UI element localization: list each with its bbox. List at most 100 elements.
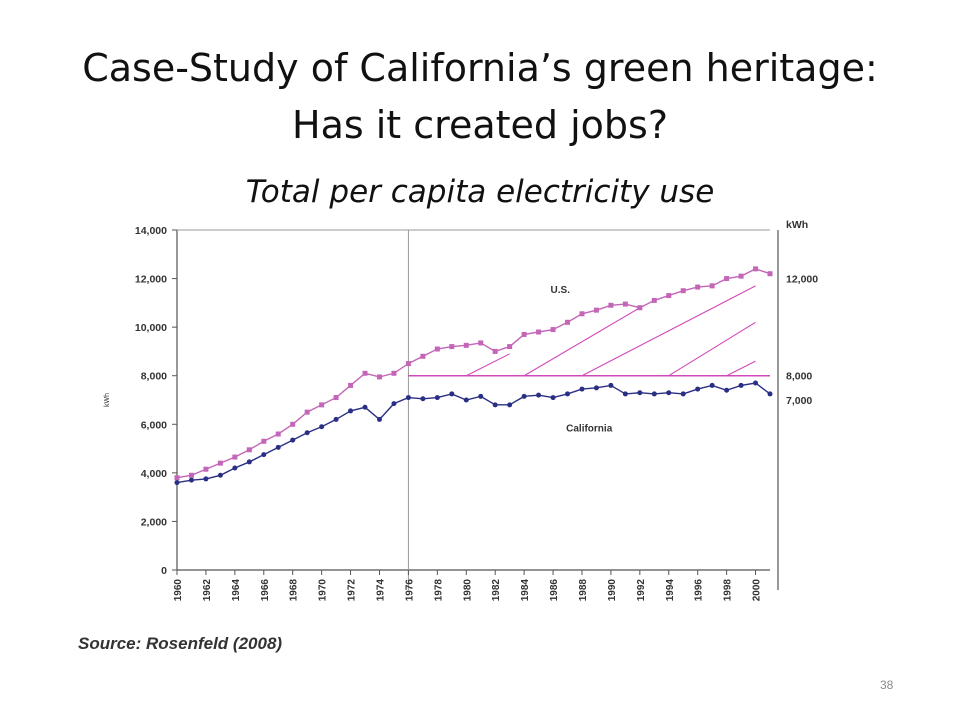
us-point xyxy=(680,288,686,294)
california-point xyxy=(405,395,411,401)
us-point xyxy=(304,409,310,415)
us-point xyxy=(420,353,426,359)
y-tick-label: 12,000 xyxy=(135,274,167,286)
california-point xyxy=(319,424,325,430)
x-tick-label: 1980 xyxy=(462,579,473,602)
california-point xyxy=(463,397,469,403)
california-point xyxy=(420,396,426,402)
right-unit-label: kWh xyxy=(786,219,808,231)
x-tick-label: 1962 xyxy=(202,579,213,602)
california-series-label: California xyxy=(566,424,613,435)
x-tick-label: 1968 xyxy=(289,579,300,602)
california-point xyxy=(622,391,628,397)
us-point xyxy=(521,331,527,337)
y-tick-label: 8,000 xyxy=(141,371,167,383)
y-tick-label: 4,000 xyxy=(141,468,167,480)
us-point xyxy=(391,370,397,376)
us-point xyxy=(232,454,238,460)
us-point xyxy=(767,271,773,277)
y-tick-label: 14,000 xyxy=(135,225,167,237)
california-point xyxy=(565,391,571,397)
page-number: 38 xyxy=(880,678,894,692)
y-tick-label: 0 xyxy=(161,565,167,577)
us-point xyxy=(405,361,411,367)
us-point xyxy=(550,327,556,333)
x-tick-label: 1994 xyxy=(665,579,676,602)
california-point xyxy=(680,391,686,397)
us-point xyxy=(348,382,354,388)
us-point xyxy=(724,276,730,282)
savings-hatch-line xyxy=(523,307,641,377)
us-point xyxy=(753,266,759,272)
savings-hatch-line xyxy=(668,321,756,377)
us-point xyxy=(376,374,382,380)
us-point xyxy=(565,319,571,325)
us-point xyxy=(333,395,339,401)
us-point xyxy=(579,311,585,317)
x-tick-label: 1964 xyxy=(231,579,242,602)
california-point xyxy=(333,416,339,422)
california-point xyxy=(232,465,238,471)
right-label-7000: 7,000 xyxy=(786,395,812,407)
california-point xyxy=(275,444,281,450)
us-point xyxy=(362,370,368,376)
us-point xyxy=(434,346,440,352)
savings-hatch-line xyxy=(466,353,510,377)
california-point xyxy=(709,382,715,388)
x-tick-label: 1972 xyxy=(347,579,358,602)
us-point xyxy=(188,472,194,478)
california-point xyxy=(507,402,513,408)
us-point xyxy=(637,305,643,311)
california-point xyxy=(593,385,599,391)
california-point xyxy=(174,480,180,486)
california-point xyxy=(637,390,643,396)
california-point xyxy=(246,459,252,465)
x-tick-label: 1970 xyxy=(318,579,329,602)
right-label-12000: 12,000 xyxy=(786,274,818,286)
california-point xyxy=(217,472,223,478)
us-point xyxy=(651,297,657,303)
california-point xyxy=(767,391,773,397)
california-point xyxy=(550,395,556,401)
california-point xyxy=(738,382,744,388)
us-point xyxy=(622,301,628,307)
california-point xyxy=(362,404,368,410)
x-tick-label: 1982 xyxy=(491,579,502,602)
us-point xyxy=(695,284,701,290)
us-point xyxy=(709,283,715,289)
savings-hatch-line xyxy=(581,285,756,377)
x-tick-label: 1978 xyxy=(433,579,444,602)
savings-hatch-line xyxy=(726,360,756,377)
us-point xyxy=(275,431,281,437)
source-caption: Source: Rosenfeld (2008) xyxy=(78,634,283,653)
us-point xyxy=(319,402,325,408)
us-point xyxy=(593,307,599,313)
x-tick-label: 1998 xyxy=(723,579,734,602)
title-line-1: Case-Study of California’s green heritag… xyxy=(82,46,878,90)
x-tick-label: 1986 xyxy=(549,579,560,602)
x-tick-label: 1974 xyxy=(375,579,386,602)
california-point xyxy=(478,393,484,399)
x-tick-label: 1990 xyxy=(607,579,618,602)
us-point xyxy=(246,447,252,453)
california-point xyxy=(391,401,397,407)
x-tick-label: 1996 xyxy=(694,579,705,602)
us-point xyxy=(203,466,209,472)
california-point xyxy=(579,386,585,392)
x-tick-label: 1976 xyxy=(404,579,415,602)
x-tick-label: 2000 xyxy=(752,579,763,602)
california-point xyxy=(203,476,209,482)
us-point xyxy=(290,421,296,427)
california-point xyxy=(651,391,657,397)
california-point xyxy=(261,452,267,458)
california-point xyxy=(304,430,310,436)
california-point xyxy=(666,390,672,396)
x-tick-label: 1992 xyxy=(636,579,647,602)
chart-subtitle: Total per capita electricity use xyxy=(245,174,715,210)
x-tick-label: 1966 xyxy=(260,579,271,602)
right-label-8000: 8,000 xyxy=(786,371,812,383)
us-point xyxy=(608,302,614,308)
y-tick-label: 10,000 xyxy=(135,322,167,334)
us-point xyxy=(174,475,180,481)
